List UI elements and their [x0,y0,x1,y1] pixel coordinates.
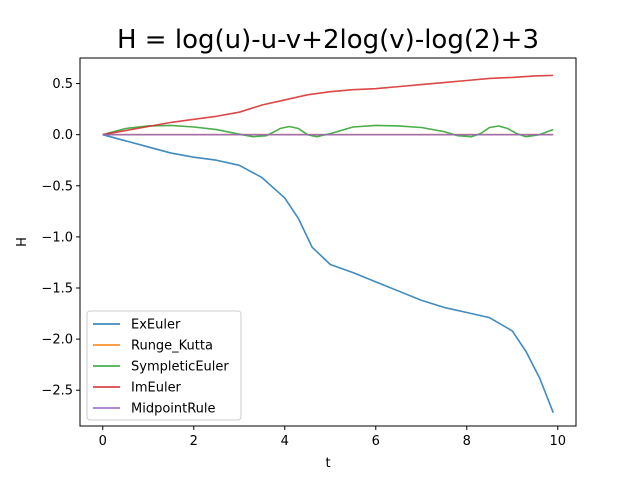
legend-frame [86,310,242,421]
series-line-sympleticeuler [102,124,554,138]
y-tick-label: −1.0 [41,230,73,245]
x-axis: 0 2 4 6 8 10 [99,426,566,449]
x-tick-label: 6 [372,434,380,449]
y-tick-label: −2.5 [41,384,73,399]
x-axis-label: t [325,456,330,471]
legend: ExEuler Runge_Kutta SympleticEuler ImEuler M… [86,310,242,421]
chart-title: H = log(u)-u-v+2log(v)-log(2)+3 [117,25,539,55]
x-tick-label: 2 [190,434,198,449]
plot-series-group [102,74,554,414]
x-tick-label: 8 [463,434,471,449]
x-tick-label: 10 [550,434,567,449]
y-tick-label: 0.5 [52,77,73,92]
legend-label: MidpointRule [131,402,216,417]
legend-label: SympleticEuler [131,360,229,375]
legend-label: ExEuler [131,318,181,333]
y-tick-label: 0.0 [52,128,73,143]
plot-frame [79,57,577,427]
legend-label: ImEuler [131,381,182,396]
y-axis-label: H [15,237,30,247]
series-line-imeuler [102,74,554,136]
y-axis: −2.5 −2.0 −1.5 −1.0 −0.5 0.0 0.5 [41,77,80,399]
x-tick-label: 4 [281,434,289,449]
series-line-exeuler [102,133,554,414]
x-tick-label: 0 [99,434,107,449]
y-tick-label: −0.5 [41,179,73,194]
legend-label: Runge_Kutta [131,339,213,354]
y-tick-label: −1.5 [41,282,73,297]
y-tick-label: −2.0 [41,333,73,348]
